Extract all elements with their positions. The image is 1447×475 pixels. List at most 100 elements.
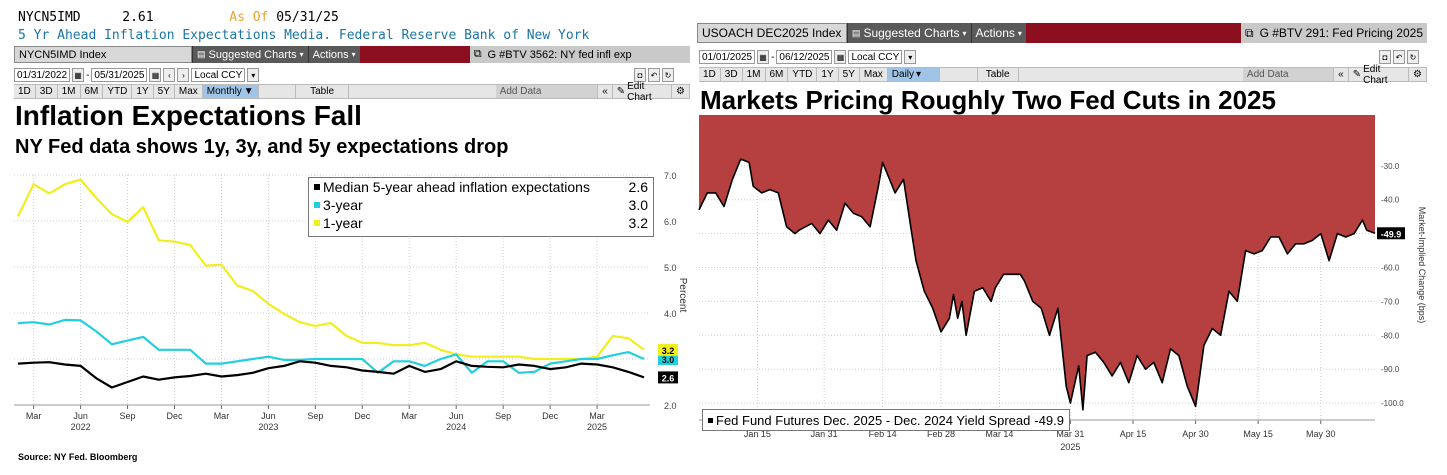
ticker-input[interactable]: USOACH DEC2025 Index bbox=[697, 23, 847, 43]
right-date-controls: 01/01/2025 ▦ - 06/12/2025 ▦ Local CCY ▾ bbox=[699, 50, 917, 64]
legend-swatch bbox=[314, 202, 320, 208]
pin-icon[interactable]: ◘ bbox=[634, 68, 646, 82]
table-button[interactable]: Table bbox=[978, 68, 1019, 81]
x-tick-label: Mar bbox=[589, 411, 605, 421]
y-tick-label: 2.0 bbox=[664, 401, 677, 411]
x-year-label: 2022 bbox=[71, 422, 91, 432]
currency-select[interactable]: Local CCY bbox=[848, 50, 903, 64]
x-tick-label: Jun bbox=[261, 411, 276, 421]
pencil-icon: ✎ bbox=[1352, 69, 1362, 80]
period-select[interactable]: Daily ▾ bbox=[887, 68, 927, 81]
chevron-down-icon[interactable]: ▾ bbox=[247, 68, 260, 82]
legend-rows: Median 5-year ahead inflation expectatio… bbox=[309, 178, 653, 232]
suggested-charts-button[interactable]: ▤ Suggested Charts ▾ bbox=[846, 23, 971, 43]
range-button-1y[interactable]: 1Y bbox=[817, 68, 839, 81]
range-button-6m[interactable]: 6M bbox=[81, 85, 104, 98]
undo-icon[interactable]: ↶ bbox=[648, 68, 660, 82]
x-tick-label: Apr 30 bbox=[1182, 429, 1209, 439]
chart-title: Inflation Expectations Fall bbox=[15, 100, 362, 131]
edit-chart-button[interactable]: ✎ Edit Chart bbox=[613, 81, 673, 103]
calendar-icon[interactable]: ▦ bbox=[834, 50, 847, 64]
x-tick-label: Mar bbox=[214, 411, 230, 421]
legend-series-last: 2.6 bbox=[628, 179, 648, 195]
legend-row: 3-year 3.0 bbox=[309, 196, 653, 214]
range-button-1m[interactable]: 1M bbox=[58, 85, 81, 98]
legend-series-last: 3.0 bbox=[628, 197, 648, 213]
currency-select[interactable]: Local CCY bbox=[191, 68, 246, 82]
chart-settings-icon[interactable]: ⚙ bbox=[1409, 68, 1427, 81]
refresh-icon[interactable]: ↻ bbox=[1407, 50, 1419, 64]
start-date-input[interactable]: 01/31/2022 bbox=[14, 68, 71, 82]
start-date-input[interactable]: 01/01/2025 bbox=[699, 50, 756, 64]
period-select[interactable]: Monthly ▼ bbox=[202, 85, 259, 98]
legend: Median 5-year ahead inflation expectatio… bbox=[308, 177, 654, 237]
actions-button[interactable]: Actions ▾ bbox=[307, 46, 360, 63]
legend: Fed Fund Futures Dec. 2025 - Dec. 2024 Y… bbox=[702, 409, 1070, 431]
end-date-input[interactable]: 05/31/2025 bbox=[91, 68, 148, 82]
chart-ref: G #BTV 3562: NY fed infl exp bbox=[487, 48, 632, 61]
range-button-1d[interactable]: 1D bbox=[699, 68, 721, 81]
table-button[interactable]: Table bbox=[296, 85, 350, 98]
right-range-bar: 1D 3D 1M 6M YTD 1Y 5Y Max Daily ▾ Table Add Dat… bbox=[699, 64, 1427, 86]
chart-icon: ▤ bbox=[197, 49, 206, 59]
date-separator: - bbox=[86, 69, 90, 81]
add-data-button[interactable]: Add Data bbox=[495, 85, 598, 98]
chart-ref-area[interactable]: ⧉ G #BTV 291: Fed Pricing 2025 bbox=[1240, 23, 1427, 43]
edit-chart-button[interactable]: ✎ Edit Chart bbox=[1349, 64, 1410, 86]
collapse-icon[interactable]: « bbox=[597, 85, 613, 98]
chart-icon: ▤ bbox=[851, 27, 861, 38]
calendar-icon[interactable]: ▦ bbox=[72, 68, 85, 82]
y-tick-label: 7.0 bbox=[664, 171, 677, 181]
ticker-input[interactable]: NYCN5IMD Index bbox=[14, 46, 192, 63]
range-button-3d[interactable]: 3D bbox=[721, 68, 743, 81]
x-year-label: 2025 bbox=[587, 422, 607, 432]
collapse-icon[interactable]: « bbox=[1333, 68, 1349, 81]
edit-chart-label: Edit Chart bbox=[627, 80, 652, 103]
range-button-max[interactable]: Max bbox=[860, 68, 888, 81]
chevron-down-icon: ▼ bbox=[243, 86, 254, 97]
range-button-1m[interactable]: 1M bbox=[743, 68, 766, 81]
x-tick-label: Jun bbox=[73, 411, 88, 421]
left-date-controls: 01/31/2022 ▦ - 05/31/2025 ▦ ‹ › Local CC… bbox=[14, 68, 260, 82]
range-button-6m[interactable]: 6M bbox=[766, 68, 789, 81]
x-tick-label: Feb 28 bbox=[927, 429, 955, 439]
y-tick-label: -90.0 bbox=[1381, 365, 1400, 374]
x-tick-label: Mar bbox=[402, 411, 418, 421]
range-button-1y[interactable]: 1Y bbox=[132, 85, 154, 98]
refresh-icon[interactable]: ↻ bbox=[662, 68, 674, 82]
series-line-median-5-year-ahead-inflation-expectations bbox=[17, 360, 645, 389]
date-separator: - bbox=[771, 51, 775, 63]
x-year-label: 2024 bbox=[446, 422, 466, 432]
suggested-charts-button[interactable]: ▤ Suggested Charts ▾ bbox=[192, 46, 308, 63]
spread-area bbox=[699, 115, 1375, 410]
add-data-button[interactable]: Add Data bbox=[1242, 68, 1334, 81]
arrow-left-icon[interactable]: ‹ bbox=[163, 68, 176, 82]
range-button-5y[interactable]: 5Y bbox=[839, 68, 860, 81]
chart-ref-area[interactable]: ⧉ G #BTV 3562: NY fed infl exp bbox=[469, 46, 690, 63]
pencil-icon: ✎ bbox=[616, 86, 626, 97]
terminal-header-line: NYCN5IMD 2.61 As Of 05/31/25 bbox=[18, 10, 339, 25]
calendar-icon[interactable]: ▦ bbox=[149, 68, 162, 82]
end-date-input[interactable]: 06/12/2025 bbox=[776, 50, 833, 64]
range-button-1d[interactable]: 1D bbox=[14, 85, 36, 98]
range-button-ytd[interactable]: YTD bbox=[103, 85, 133, 98]
period-toggle[interactable] bbox=[926, 68, 940, 81]
pin-icon[interactable]: ◘ bbox=[1379, 50, 1391, 64]
range-button-3d[interactable]: 3D bbox=[36, 85, 58, 98]
undo-icon[interactable]: ↶ bbox=[1393, 50, 1405, 64]
chevron-down-icon[interactable]: ▾ bbox=[904, 50, 917, 64]
y-tick-label: 4.0 bbox=[664, 309, 677, 319]
source-note: Source: NY Fed. Bloomberg bbox=[18, 452, 138, 462]
legend-series-name: 3-year bbox=[323, 197, 363, 213]
actions-button[interactable]: Actions ▾ bbox=[970, 23, 1026, 43]
range-button-max[interactable]: Max bbox=[175, 85, 203, 98]
calendar-icon[interactable]: ▦ bbox=[757, 50, 770, 64]
range-button-5y[interactable]: 5Y bbox=[154, 85, 175, 98]
arrow-right-icon[interactable]: › bbox=[177, 68, 190, 82]
legend-swatch bbox=[314, 184, 320, 190]
y-tick-label: -30.0 bbox=[1381, 162, 1400, 171]
left-window-controls: ◘ ↶ ↻ bbox=[634, 68, 674, 82]
chart-settings-icon[interactable]: ⚙ bbox=[672, 85, 690, 98]
range-button-ytd[interactable]: YTD bbox=[788, 68, 818, 81]
panel-divider bbox=[690, 0, 697, 475]
